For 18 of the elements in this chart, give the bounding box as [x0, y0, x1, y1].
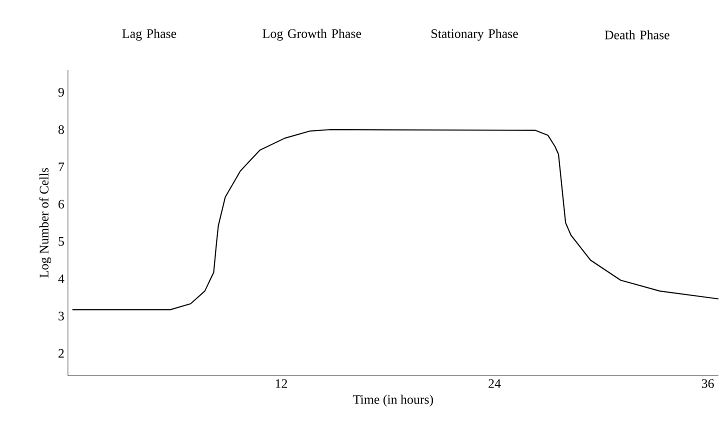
text: Log Growth Phase	[262, 29, 362, 41]
text: Stationary Phase	[432, 29, 518, 41]
x-tick-label: 24	[488, 379, 501, 388]
y-tick-label: 8	[58, 125, 64, 134]
y-axis-title: Log Number of Cells	[39, 168, 52, 278]
y-tick-label: 7	[58, 162, 64, 172]
x-axis-title: Time (in hours)	[353, 394, 434, 407]
y-tick-label: 3	[58, 312, 64, 321]
text: Lag Phase	[122, 29, 176, 41]
y-tick-label: 6	[58, 200, 64, 209]
y-tick-label: 2	[58, 349, 64, 358]
x-tick-label: 36	[702, 379, 714, 388]
line-series	[72, 129, 719, 310]
y-tick-label: 4	[58, 274, 64, 284]
y-tick-label: 5	[58, 237, 64, 246]
y-tick-label: 9	[58, 88, 64, 97]
text: Death Phase	[604, 30, 670, 40]
x-tick-label: 12	[276, 379, 287, 388]
